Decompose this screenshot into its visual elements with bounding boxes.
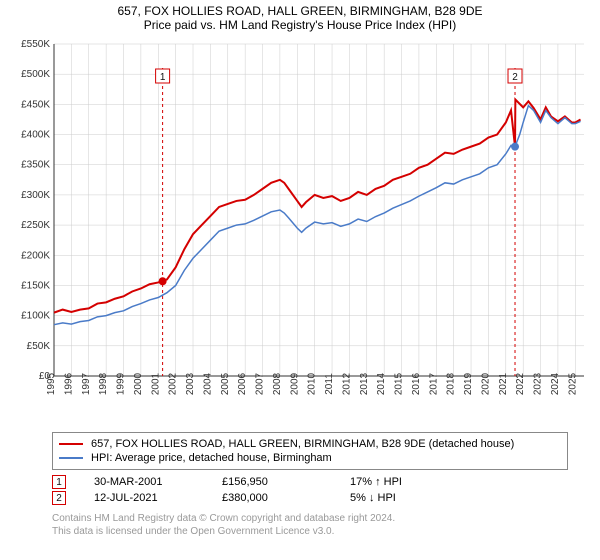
legend-swatch (59, 443, 83, 445)
footer-line-1: Contains HM Land Registry data © Crown c… (52, 512, 600, 525)
svg-text:£550K: £550K (21, 39, 50, 50)
chart-svg: £0£50K£100K£150K£200K£250K£300K£350K£400… (4, 36, 594, 426)
transaction-marker-box: 1 (52, 475, 66, 489)
svg-text:1: 1 (160, 72, 166, 83)
svg-text:£100K: £100K (21, 311, 50, 322)
legend-label: HPI: Average price, detached house, Birm… (91, 452, 332, 464)
legend: 657, FOX HOLLIES ROAD, HALL GREEN, BIRMI… (52, 432, 568, 470)
svg-text:£450K: £450K (21, 99, 50, 110)
legend-swatch (59, 457, 83, 459)
footer-attribution: Contains HM Land Registry data © Crown c… (0, 506, 600, 546)
series-price_paid (54, 100, 581, 313)
legend-item: HPI: Average price, detached house, Birm… (59, 451, 561, 465)
svg-text:2: 2 (512, 72, 518, 83)
svg-text:£150K: £150K (21, 280, 50, 291)
svg-text:£250K: £250K (21, 220, 50, 231)
marker-point-1 (159, 277, 167, 285)
transaction-price: £380,000 (222, 492, 322, 504)
svg-text:£500K: £500K (21, 69, 50, 80)
chart-plot-area: £0£50K£100K£150K£200K£250K£300K£350K£400… (4, 36, 594, 426)
transaction-price: £156,950 (222, 476, 322, 488)
footer-line-2: This data is licensed under the Open Gov… (52, 525, 600, 538)
legend-label: 657, FOX HOLLIES ROAD, HALL GREEN, BIRMI… (91, 438, 514, 450)
transaction-marker-box: 2 (52, 491, 66, 505)
transaction-delta: 17% ↑ HPI (350, 476, 450, 488)
chart-titles: 657, FOX HOLLIES ROAD, HALL GREEN, BIRMI… (0, 0, 600, 32)
chart-container: 657, FOX HOLLIES ROAD, HALL GREEN, BIRMI… (0, 0, 600, 546)
svg-text:£200K: £200K (21, 250, 50, 261)
svg-text:£300K: £300K (21, 190, 50, 201)
legend-item: 657, FOX HOLLIES ROAD, HALL GREEN, BIRMI… (59, 437, 561, 451)
transaction-row: 1 30-MAR-2001 £156,950 17% ↑ HPI (0, 474, 600, 490)
transaction-delta: 5% ↓ HPI (350, 492, 450, 504)
svg-text:£400K: £400K (21, 130, 50, 141)
transaction-row: 2 12-JUL-2021 £380,000 5% ↓ HPI (0, 490, 600, 506)
svg-text:£350K: £350K (21, 160, 50, 171)
title-address: 657, FOX HOLLIES ROAD, HALL GREEN, BIRMI… (0, 4, 600, 18)
marker-point-2 (511, 143, 519, 151)
svg-text:£50K: £50K (27, 341, 51, 352)
transaction-date: 12-JUL-2021 (94, 492, 194, 504)
transaction-date: 30-MAR-2001 (94, 476, 194, 488)
title-subtitle: Price paid vs. HM Land Registry's House … (0, 18, 600, 32)
transactions-list: 1 30-MAR-2001 £156,950 17% ↑ HPI 2 12-JUL-202… (0, 474, 600, 506)
